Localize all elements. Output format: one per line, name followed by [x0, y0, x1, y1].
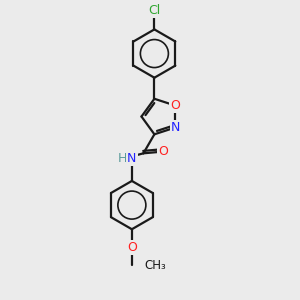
Text: O: O: [158, 145, 168, 158]
Text: CH₃: CH₃: [144, 259, 166, 272]
Text: N: N: [127, 152, 136, 166]
Text: O: O: [170, 99, 180, 112]
Text: Cl: Cl: [148, 4, 160, 17]
Text: N: N: [171, 121, 180, 134]
Text: H: H: [118, 152, 127, 166]
Text: O: O: [127, 241, 137, 254]
